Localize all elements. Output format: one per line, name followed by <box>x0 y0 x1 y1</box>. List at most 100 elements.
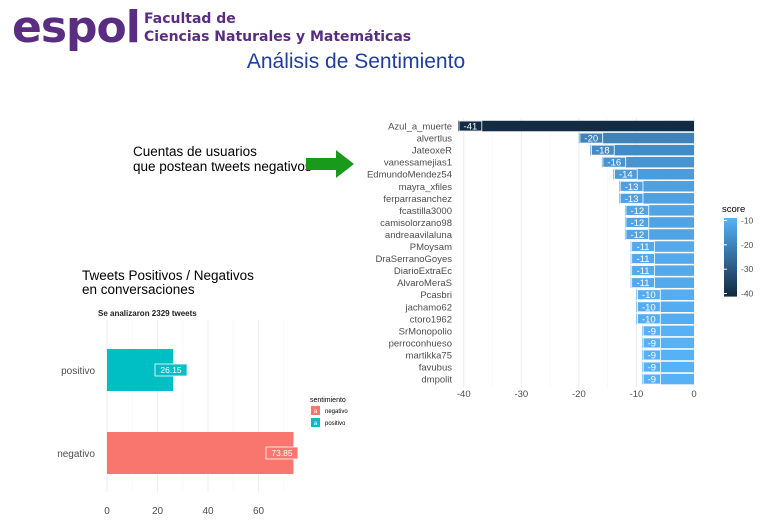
score-bar <box>636 301 694 313</box>
sentiment-value-box <box>154 363 188 377</box>
score-legend-gradient <box>724 257 737 260</box>
score-label-box <box>642 361 661 373</box>
score-legend-gradient <box>724 288 737 291</box>
score-label-box <box>642 349 661 361</box>
espol-logo: espol <box>12 2 141 53</box>
user-label: favubus <box>419 363 453 374</box>
score-value-label: -41 <box>464 122 478 133</box>
annotation-text: Cuentas de usuarios que postean tweets n… <box>133 144 312 174</box>
score-bar <box>636 313 694 325</box>
score-label-box <box>637 301 661 313</box>
score-legend-gradient <box>724 262 737 266</box>
score-legend-gradient <box>724 272 737 276</box>
score-bar <box>636 289 694 300</box>
score-value-label: -13 <box>625 182 639 193</box>
score-label-box <box>637 313 661 325</box>
sentiment-value-box <box>265 446 299 460</box>
left-x-tick-label: 40 <box>202 506 214 517</box>
user-label: vanessamejias1 <box>384 158 452 169</box>
score-legend-gradient <box>724 221 737 225</box>
score-label-box <box>642 337 661 349</box>
score-legend-gradient <box>724 237 737 241</box>
score-bar <box>630 241 694 252</box>
annotation-line1: Cuentas de usuarios <box>133 144 257 159</box>
left-chart-title-line1: Tweets Positivos / Negativos <box>82 268 254 283</box>
score-bar <box>619 181 694 192</box>
score-legend-gradient <box>724 218 737 221</box>
score-legend-gradient <box>724 284 737 287</box>
user-label: DiarioExtraEc <box>394 266 452 277</box>
score-legend-gradient <box>724 241 737 244</box>
user-label: ferparrasanchez <box>383 194 452 205</box>
score-legend-gradient <box>724 243 737 246</box>
score-legend-gradient <box>724 233 737 237</box>
user-label: fcastilla3000 <box>399 206 452 217</box>
left-x-tick-label: 20 <box>152 506 164 517</box>
user-label: Azul_a_muerte <box>388 122 452 133</box>
score-label-box <box>614 168 638 180</box>
score-value-label: -11 <box>637 254 650 265</box>
score-legend-gradient <box>724 229 737 233</box>
score-value-label: -11 <box>637 242 650 253</box>
score-legend-gradient <box>724 231 737 235</box>
score-label-box <box>590 144 615 156</box>
score-legend-gradient <box>724 294 737 297</box>
score-bar <box>458 120 694 132</box>
score-label-box <box>631 253 655 264</box>
score-legend-gradient <box>724 245 737 248</box>
score-bar <box>601 156 694 168</box>
user-label: camisolorzano98 <box>380 218 452 229</box>
score-label-box <box>631 241 655 252</box>
score-value-label: -9 <box>648 338 656 349</box>
score-value-label: -10 <box>642 314 656 325</box>
sentiment-legend-key-letter: a <box>314 420 318 427</box>
score-bar <box>642 337 694 349</box>
sentiment-legend-entry: positivo <box>325 421 346 427</box>
score-label-box <box>637 289 661 301</box>
score-legend-gradient <box>724 235 737 239</box>
score-label-box <box>625 229 650 240</box>
score-bar <box>642 349 694 361</box>
score-legend-gradient <box>724 282 737 285</box>
left-x-tick-label: 60 <box>253 506 265 517</box>
score-legend-gradient <box>724 219 737 223</box>
score-value-label: -11 <box>637 278 650 289</box>
score-value-label: -9 <box>648 363 656 374</box>
score-value-label: -13 <box>625 194 639 205</box>
score-bar <box>624 217 694 228</box>
score-legend-gradient <box>724 290 737 293</box>
score-value-label: -9 <box>648 326 656 337</box>
score-legend-gradient <box>724 247 737 250</box>
sentiment-bar <box>107 432 294 474</box>
score-label-box <box>625 204 650 216</box>
score-bar <box>578 132 694 144</box>
sentiment-value-label: 73.85 <box>271 448 293 458</box>
faculty-name: Facultad de Ciencias Naturales y Matemát… <box>144 10 411 46</box>
sentiment-legend-key <box>311 418 320 427</box>
left-chart-title-line2: en conversaciones <box>82 282 195 297</box>
sentiment-legend-title: sentimiento <box>310 397 346 404</box>
score-label-box <box>579 132 604 144</box>
score-label-box <box>458 120 483 132</box>
sentiment-legend-entry: negativo <box>325 409 348 415</box>
user-label: AlvaroMeraS <box>397 278 452 289</box>
user-label: DraSerranoGoyes <box>375 254 452 265</box>
score-legend-gradient <box>724 253 737 256</box>
score-bar <box>619 193 694 204</box>
faculty-line1: Facultad de <box>144 11 236 27</box>
score-legend-gradient <box>724 268 737 272</box>
user-label: perroconhueso <box>389 338 452 349</box>
score-legend-tick-label: -40 <box>741 289 754 299</box>
score-bar <box>630 265 694 276</box>
right-x-tick-label: -30 <box>514 389 528 400</box>
left-chart-title: Tweets Positivos / Negativos en conversa… <box>82 269 254 297</box>
score-value-label: -10 <box>642 302 656 313</box>
score-legend-title: score <box>722 204 745 215</box>
user-label: PMoysam <box>410 242 452 253</box>
right-x-tick-label: -20 <box>572 389 586 400</box>
score-value-label: -12 <box>630 218 644 229</box>
score-legend-gradient <box>724 276 737 280</box>
user-label: ctoro1962 <box>410 314 452 325</box>
score-label-box <box>631 265 655 277</box>
sentiment-legend-key <box>311 406 320 415</box>
